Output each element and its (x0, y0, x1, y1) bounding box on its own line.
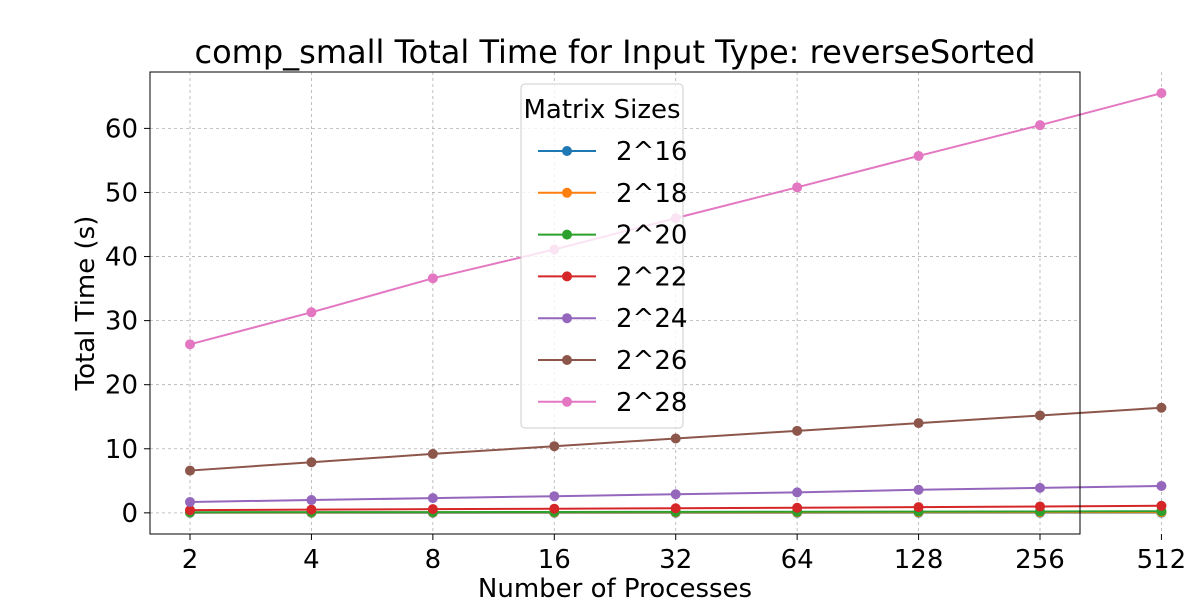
x-tick-label: 16 (538, 545, 571, 575)
x-tick-label: 4 (303, 545, 320, 575)
y-tick-label: 60 (105, 114, 138, 144)
legend-marker (562, 355, 572, 365)
data-point (427, 504, 438, 515)
x-tick-label: 128 (894, 545, 944, 575)
plot-series (185, 88, 1167, 518)
legend-entry: 2^26 (538, 346, 687, 376)
legend-label: 2^18 (616, 179, 687, 209)
axis-ticks: 2 4 8 16 32 64 128 256 512 0 10 20 30 40 50 60 (105, 114, 1186, 575)
legend-marker (562, 187, 572, 198)
y-axis-label: Total Time (s) (71, 216, 101, 392)
data-point (792, 182, 803, 193)
legend-entry: 2^18 (538, 179, 687, 209)
legend-label: 2^20 (616, 221, 687, 251)
x-tick-label: 32 (659, 545, 692, 575)
x-axis-label: Number of Processes (478, 574, 752, 600)
data-point (1035, 120, 1045, 131)
legend-marker (562, 313, 572, 324)
data-point (185, 505, 195, 516)
legend-entry: 2^22 (538, 262, 687, 292)
data-point (1156, 480, 1167, 491)
series-2-pow-22 (185, 500, 1167, 516)
series-2-pow-24 (185, 480, 1167, 507)
y-tick-label: 10 (105, 435, 138, 465)
legend-label: 2^24 (616, 304, 687, 334)
y-tick-label: 0 (121, 499, 138, 529)
data-point (670, 489, 681, 500)
data-point (549, 491, 560, 502)
legend-label: 2^26 (616, 346, 687, 376)
x-tick-label: 8 (425, 545, 442, 575)
data-point (427, 448, 438, 459)
data-point (792, 502, 803, 513)
y-tick-label: 40 (105, 243, 138, 273)
x-tick-label: 2 (182, 545, 199, 575)
x-tick-label: 64 (781, 545, 814, 575)
data-point (1156, 88, 1167, 99)
legend-entry: 2^16 (538, 137, 687, 167)
data-point (549, 503, 560, 514)
legend-label: 2^22 (616, 262, 687, 292)
legend: Matrix Sizes 2^16 2^18 2^20 2^22 2^24 2^26 2^2… (520, 83, 687, 429)
legend-entry: 2^28 (538, 388, 687, 418)
y-tick-label: 20 (105, 371, 138, 401)
data-point (1156, 500, 1167, 511)
data-point (670, 503, 681, 514)
data-point (1035, 410, 1045, 421)
data-point (427, 493, 438, 504)
legend-marker (562, 271, 572, 282)
y-tick-label: 30 (105, 307, 138, 337)
series-2-pow-26 (185, 402, 1167, 476)
plot-area-frame (149, 71, 1081, 535)
data-point (1035, 482, 1045, 493)
data-point (1156, 402, 1167, 413)
x-tick-label: 256 (1015, 545, 1065, 575)
data-point (913, 484, 924, 495)
data-point (913, 418, 924, 429)
x-tick-label: 512 (1137, 545, 1187, 575)
legend-entry: 2^24 (538, 304, 687, 334)
data-point (185, 496, 195, 507)
data-point (913, 150, 924, 161)
data-point (185, 465, 195, 476)
data-point (670, 433, 681, 444)
legend-label: 2^28 (616, 388, 687, 418)
legend-box (520, 83, 684, 429)
legend-title: Matrix Sizes (523, 95, 680, 125)
y-tick-label: 50 (105, 178, 138, 208)
legend-marker (562, 229, 572, 240)
data-point (549, 441, 560, 452)
data-point (427, 273, 438, 284)
legend-marker (562, 396, 572, 407)
legend-marker (562, 146, 572, 156)
data-point (306, 504, 317, 515)
data-point (913, 502, 924, 513)
data-point (792, 487, 803, 498)
data-point (306, 307, 317, 318)
chart-title: comp_small Total Time for Input Type: re… (195, 33, 1036, 71)
data-point (306, 495, 317, 506)
legend-entry: 2^20 (538, 221, 687, 251)
data-point (306, 457, 317, 468)
data-point (792, 425, 803, 436)
data-point (185, 339, 195, 350)
legend-label: 2^16 (616, 137, 687, 167)
data-point (1035, 501, 1045, 512)
